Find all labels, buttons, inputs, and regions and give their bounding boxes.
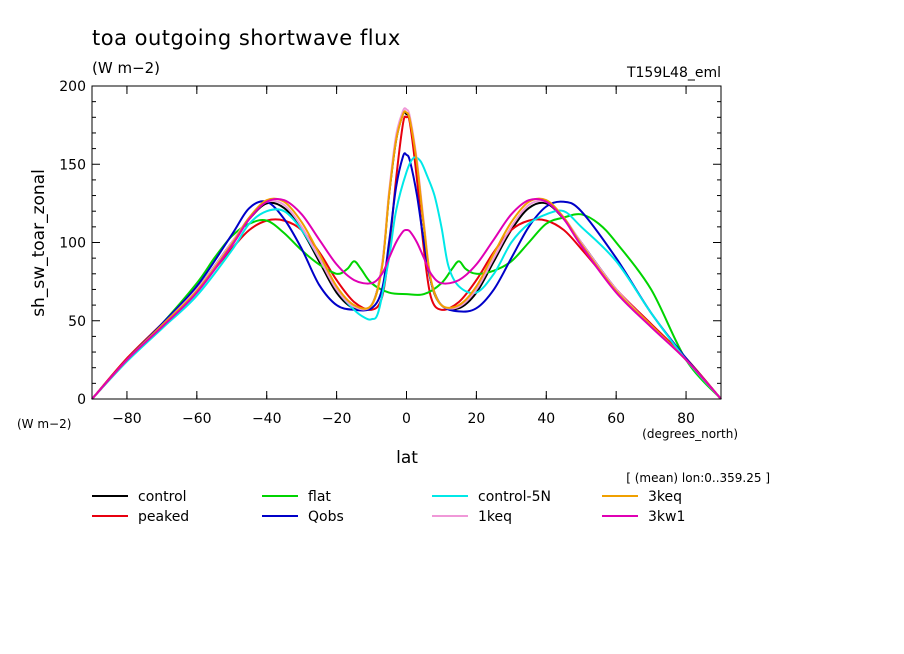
x-tick-label: −40	[252, 411, 282, 427]
y-tick-label: 150	[59, 157, 86, 173]
legend-item-qobs: Qobs	[262, 509, 344, 525]
series-line-1keq	[91, 107, 722, 400]
x-tick-label: −80	[112, 411, 142, 427]
chart-title-units: (W m−2)	[92, 59, 160, 77]
legend-label: control	[138, 489, 187, 505]
legend-item-3keq: 3keq	[602, 489, 682, 505]
plot-border	[91, 85, 722, 400]
x-tick-label: 60	[607, 411, 625, 427]
y-tick-label: 0	[77, 392, 86, 408]
plot-frame	[91, 85, 722, 400]
legend: control flat control-5N 3keq peaked Qobs 1keq 3…	[92, 489, 685, 525]
x-axis-label: lat	[396, 448, 418, 468]
legend-label: control-5N	[478, 489, 551, 505]
legend-label: 1keq	[478, 509, 512, 525]
legend-label: 3keq	[648, 489, 682, 505]
legend-item-control-5n: control-5N	[432, 489, 551, 505]
series-lines	[91, 107, 722, 400]
x-tick-label: −20	[322, 411, 352, 427]
y-tick-label: 200	[59, 79, 86, 95]
x-tick-label: 40	[537, 411, 555, 427]
y-tick-label: 100	[59, 236, 86, 252]
y-axis-units: (W m−2)	[17, 417, 71, 431]
legend-item-control: control	[92, 489, 187, 505]
x-tick-label: −60	[182, 411, 212, 427]
chart-title: toa outgoing shortwave flux	[92, 26, 401, 50]
legend-label: 3kw1	[648, 509, 685, 525]
series-line-3keq	[91, 110, 722, 400]
series-line-control-5n	[91, 156, 722, 400]
x-tick-label: 20	[467, 411, 485, 427]
legend-label: Qobs	[308, 509, 344, 525]
legend-item-3kw1: 3kw1	[602, 509, 685, 525]
averaging-note: [ (mean) lon:0..359.25 ]	[626, 471, 770, 485]
axis-ticks: −80 −60 −40 −20 0 20 40 60 80 0 50 100 150 200	[59, 79, 721, 427]
legend-label: flat	[308, 489, 331, 505]
series-line-qobs	[91, 152, 722, 400]
series-line-3kw1	[91, 198, 722, 400]
y-tick-label: 50	[68, 314, 86, 330]
x-axis-units: (degrees_north)	[642, 427, 738, 441]
legend-item-peaked: peaked	[92, 509, 189, 525]
series-line-peaked	[91, 115, 722, 400]
legend-item-1keq: 1keq	[432, 509, 512, 525]
x-tick-label: 0	[402, 411, 411, 427]
run-label: T159L48_eml	[626, 65, 721, 81]
legend-label: peaked	[138, 509, 189, 525]
y-axis-label: sh_sw_toar_zonal	[29, 169, 49, 317]
x-tick-label: 80	[677, 411, 695, 427]
legend-item-flat: flat	[262, 489, 331, 505]
